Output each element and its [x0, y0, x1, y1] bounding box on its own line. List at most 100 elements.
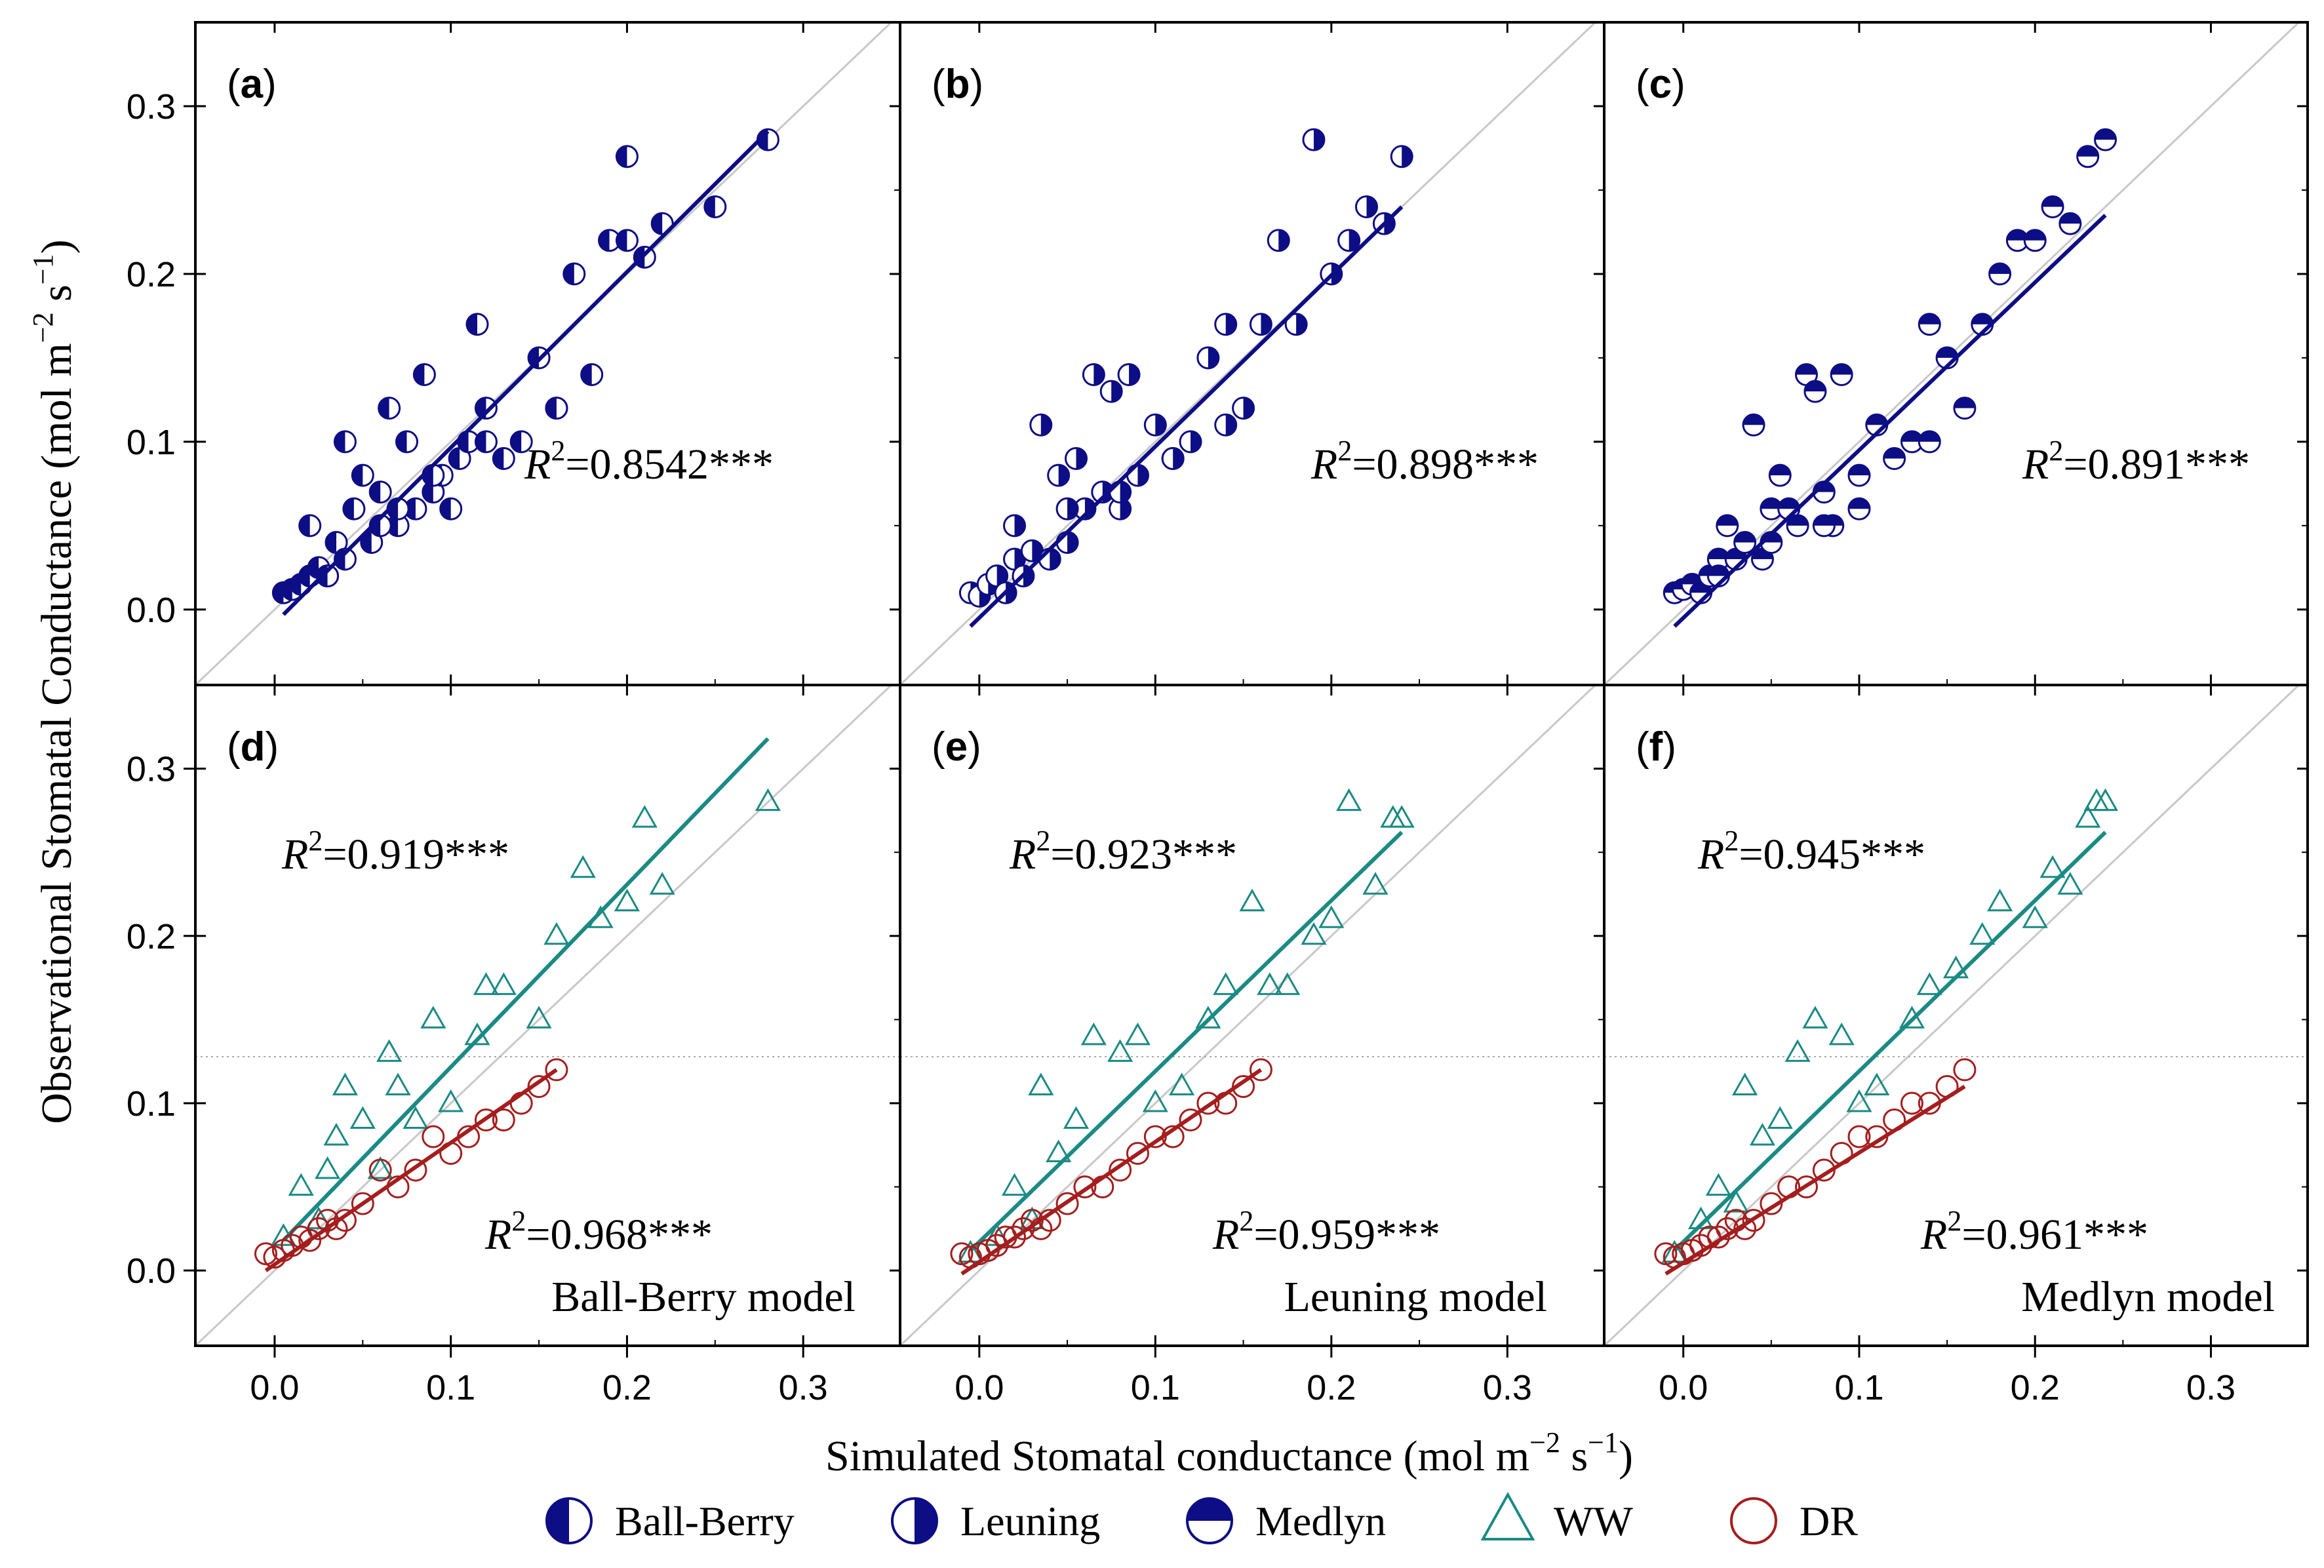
marker-half-fill	[1191, 431, 1202, 452]
marker-ww-triangle	[1239, 888, 1265, 912]
panel-frame	[1603, 684, 2309, 1347]
marker-ww-triangle	[1864, 1072, 1890, 1095]
marker-half-fill	[1058, 465, 1069, 486]
x-tick-label: 0.3	[779, 1368, 828, 1407]
y-tick-label: 0.2	[127, 255, 176, 294]
marker-half-fill	[1901, 431, 1923, 442]
marker-half-fill	[1848, 498, 1870, 509]
marker-ww-triangle	[526, 1006, 552, 1029]
marker-half-fill	[273, 582, 284, 604]
marker-half-fill	[1716, 515, 1738, 526]
marker-half-fill	[1883, 448, 1905, 459]
panel-label-close: )	[266, 724, 279, 770]
x-tick-label: 0.1	[426, 1368, 475, 1407]
marker-half-fill	[1743, 414, 1765, 425]
marker-ww-triangle	[490, 972, 517, 995]
marker-half-fill	[1848, 465, 1870, 476]
panel-label-letter: e	[945, 724, 968, 770]
legend: Ball-Berry Leuning Medlyn WW DR	[545, 1491, 1858, 1544]
legend-marker-fill	[547, 1499, 569, 1543]
legend-item-leuning: Leuning	[891, 1497, 1100, 1544]
r-value: =0.8542***	[565, 441, 774, 488]
panel-label-letter: b	[945, 62, 970, 107]
x-tick-label: 0.1	[1834, 1368, 1883, 1407]
r-superscript: 2	[511, 1205, 526, 1237]
marker-half-fill	[449, 448, 460, 469]
r-value: =0.968***	[526, 1211, 713, 1259]
r-squared-label: R2=0.891***	[2022, 435, 2250, 488]
marker-dr-circle	[333, 1209, 357, 1232]
marker-ww-triangle	[1028, 1072, 1054, 1095]
marker-half-fill	[1682, 574, 1703, 585]
marker-dr-circle	[1706, 1225, 1730, 1249]
marker-half-fill	[1129, 364, 1140, 385]
marker-ww-triangle	[1899, 1006, 1925, 1029]
legend-item-dr: DR	[1730, 1497, 1858, 1544]
x-tick-label: 0.1	[1131, 1368, 1180, 1407]
marker-half-fill	[1120, 498, 1131, 520]
marker-half-fill	[1787, 515, 1809, 526]
marker-half-fill	[704, 196, 715, 218]
legend-item-ball-berry: Ball-Berry	[545, 1497, 795, 1544]
marker-half-fill	[2007, 229, 2028, 241]
marker-half-fill	[1760, 498, 1782, 509]
marker-ww-triangle	[1336, 788, 1362, 812]
y-tick-label: 0.1	[127, 423, 176, 462]
marker-dr-circle	[1109, 1158, 1132, 1182]
marker-ww-triangle	[1318, 905, 1345, 928]
marker-half-fill	[1076, 448, 1087, 469]
r-squared-label: R2=0.961***	[1920, 1205, 2148, 1259]
marker-half-fill	[467, 313, 477, 335]
panel-label-letter: f	[1649, 724, 1663, 770]
panel-label-close: )	[263, 62, 277, 107]
marker-ww-triangle	[631, 805, 658, 828]
legend-label: Leuning	[960, 1498, 1100, 1544]
panel-label-open: (	[1636, 62, 1649, 107]
panel-d: 0.00.00.10.10.20.20.30.3(d)R2=0.919***R2…	[127, 684, 901, 1407]
marker-half-fill	[1989, 263, 2011, 274]
marker-ww-triangle	[1124, 1022, 1151, 1046]
marker-dr-circle	[1073, 1175, 1097, 1199]
panel-plot-area	[195, 22, 893, 685]
marker-half-fill	[1040, 414, 1052, 436]
y-tick-label: 0.1	[127, 1084, 176, 1124]
panel-label: (c)	[1636, 62, 1685, 107]
marker-half-fill	[343, 498, 354, 520]
panel-label-close: )	[1672, 62, 1685, 107]
marker-half-fill	[1243, 397, 1254, 419]
panel-label-open: (	[932, 62, 945, 107]
model-name-label: Medlyn model	[2021, 1273, 2275, 1321]
panel-plot-area	[1604, 22, 2300, 685]
marker-ww-triangle	[385, 1072, 411, 1095]
marker-ww-triangle	[1784, 1039, 1811, 1062]
marker-ww-triangle	[349, 1106, 376, 1129]
marker-half-fill	[290, 574, 302, 595]
r-symbol: R	[281, 831, 308, 878]
panel-label: (d)	[227, 724, 279, 770]
marker-half-fill	[378, 397, 389, 419]
panel-c: (c) R2=0.891***	[1603, 21, 2309, 686]
x-axis-label-end: )	[1619, 1432, 1633, 1480]
marker-ww-triangle	[614, 888, 640, 912]
marker-ww-triangle	[473, 972, 500, 995]
marker-half-fill	[545, 397, 557, 419]
legend-label: WW	[1554, 1498, 1633, 1544]
marker-half-fill	[1014, 515, 1025, 536]
r-squared-label: R2=0.959***	[1212, 1205, 1440, 1259]
r-squared-label: R2=0.945***	[1697, 825, 1925, 878]
marker-ww-triangle	[367, 1156, 393, 1179]
marker-half-fill	[1708, 565, 1729, 576]
x-tick-label: 0.2	[1307, 1368, 1356, 1407]
marker-half-fill	[2059, 213, 2081, 224]
legend-marker-fill	[1187, 1499, 1232, 1521]
r-value: =0.961***	[1961, 1211, 2148, 1259]
marker-half-fill	[563, 263, 574, 284]
marker-half-fill	[1796, 364, 1817, 375]
marker-ww-triangle	[1388, 805, 1415, 828]
marker-dr-circle	[527, 1074, 551, 1098]
marker-dr-circle	[1900, 1091, 1923, 1115]
model-name-label: Ball-Berry model	[551, 1273, 856, 1321]
marker-half-fill	[493, 448, 504, 469]
y-tick-label: 0.0	[127, 1251, 176, 1291]
marker-dr-circle	[298, 1228, 322, 1252]
